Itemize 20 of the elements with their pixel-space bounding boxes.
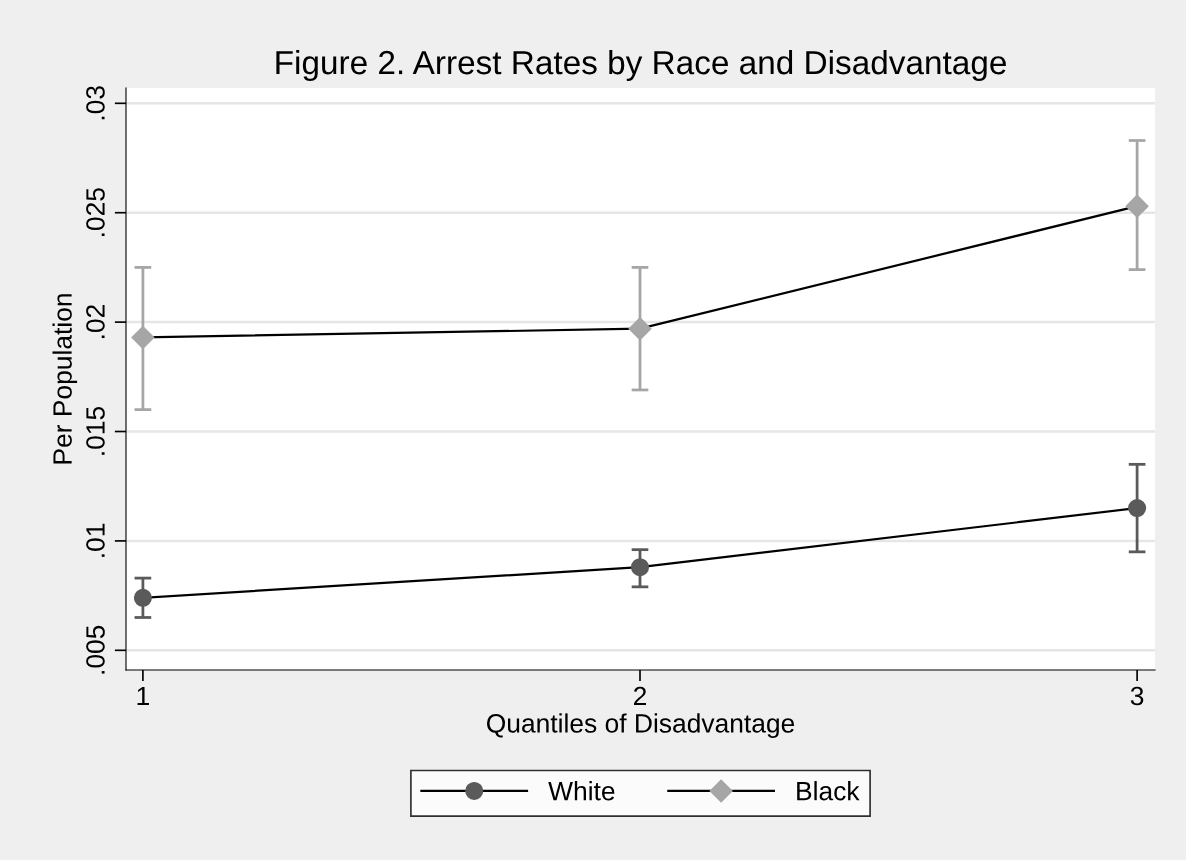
chart-title: Figure 2. Arrest Rates by Race and Disadvantage: [276, 49, 1006, 82]
point: [1128, 499, 1147, 518]
y-tick-label: .005: [86, 625, 105, 674]
y-tick-label: .02: [86, 305, 105, 339]
y-tick-label: .015: [86, 406, 105, 455]
legend-label: White: [548, 781, 615, 801]
x-axis-title: Quantiles of Disadvantage: [487, 713, 795, 738]
y-tick-label: .03: [86, 86, 105, 120]
y-tick-label: .01: [86, 523, 105, 557]
point: [131, 325, 155, 349]
point: [628, 317, 652, 341]
x-tick-label: 2: [633, 686, 647, 706]
x-tick-label: 1: [137, 686, 149, 706]
y-tick-label: .025: [86, 188, 105, 236]
point: [133, 588, 152, 607]
point: [1125, 194, 1149, 218]
point: [630, 558, 650, 577]
y-axis-title: Per Population: [52, 294, 78, 464]
legend-label: Black: [797, 781, 860, 801]
x-tick-label: 3: [1130, 686, 1144, 706]
